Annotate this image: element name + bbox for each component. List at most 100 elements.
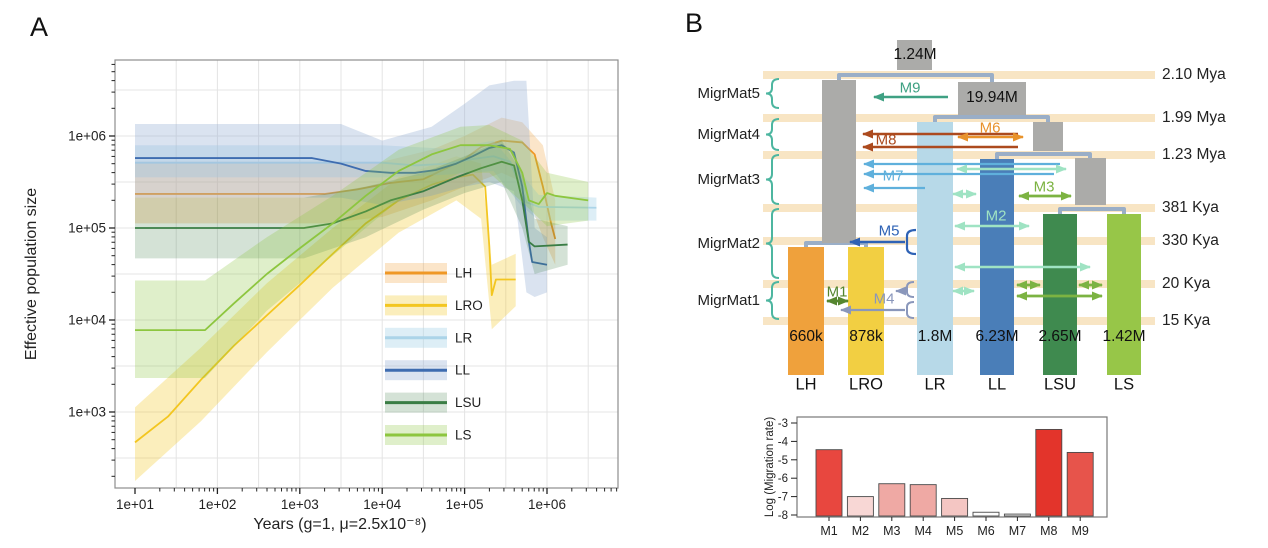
pop-name-LRO: LRO (849, 375, 883, 394)
svg-text:1e+06: 1e+06 (528, 497, 566, 512)
svg-text:-8: -8 (778, 510, 788, 522)
svg-text:M9: M9 (1072, 524, 1089, 538)
series-LS (135, 124, 589, 378)
panel-a-legend: LH LRO LR LL LSU LS (385, 263, 483, 445)
M8-label: M8 (875, 131, 897, 149)
time-20-kya: 20 Kya (1162, 275, 1211, 292)
ancestor-bar-lh-lro (822, 80, 856, 243)
migrmat1-label: MigrMat1 (697, 292, 760, 309)
rate-bar-M8 (1035, 428, 1063, 517)
panel-b-label: B (685, 8, 704, 38)
size-LRO: 878k (849, 328, 883, 345)
rate-bar-M4 (909, 484, 937, 517)
M5-label: M5 (878, 222, 900, 240)
brace-migrmat1 (765, 281, 780, 320)
svg-text:1e+04: 1e+04 (68, 313, 106, 328)
panel-a-grid (115, 60, 618, 488)
size-LR: 1.8M (917, 328, 953, 345)
pop-name-LR: LR (924, 375, 946, 394)
pop-name-LH: LH (795, 375, 817, 394)
svg-text:-7: -7 (778, 492, 788, 504)
svg-text:LS: LS (455, 428, 472, 443)
M1-label: M1 (826, 283, 848, 301)
rate-bar-M5 (941, 497, 969, 517)
panel-a-x-axis-label: Years (g=1, μ=2.5x10⁻⁸) (253, 516, 427, 533)
ancestor-size-label: 19.94M (966, 89, 1018, 106)
svg-text:-5: -5 (778, 455, 788, 467)
svg-text:M2: M2 (852, 524, 869, 538)
svg-text:LR: LR (455, 330, 473, 345)
panel-a-axes: 1e+01 1e+02 1e+03 1e+04 1e+05 1e+06 1e+03 1e+04… (68, 63, 618, 512)
svg-text:1e+06: 1e+06 (68, 129, 106, 144)
root-node-box (897, 40, 932, 70)
svg-text:LRO: LRO (455, 298, 483, 313)
ancestor-box-19-94m (958, 82, 1026, 115)
pop-name-LL: LL (987, 375, 1007, 394)
svg-text:LL: LL (455, 363, 471, 378)
svg-text:M5: M5 (946, 524, 963, 538)
M3-label: M3 (1033, 178, 1055, 196)
ancestor-bar-lsu-ls (1075, 158, 1106, 205)
brace-migrmat3 (765, 154, 780, 205)
tree-connectors (804, 73, 1126, 251)
M4-label: M4 (873, 290, 895, 308)
size-LS: 1.42M (1102, 328, 1146, 345)
size-LL: 6.23M (975, 328, 1019, 345)
svg-text:-3: -3 (778, 418, 788, 430)
migration-rate-chart: -3 -4 -5 -6 -7 -8 M1 M2 M3 M4 M5 M6 M7 M8 M9 (778, 416, 1108, 538)
series-LL (135, 80, 548, 297)
svg-text:LSU: LSU (455, 395, 481, 410)
size-LH: 660k (789, 328, 823, 345)
population-bar-LS (1107, 214, 1141, 375)
M6-label: M6 (979, 119, 1001, 137)
M4-bracket-1 (906, 281, 915, 298)
migrmat-braces (765, 78, 780, 320)
panel-a-series (134, 80, 597, 482)
svg-text:M6: M6 (977, 524, 994, 538)
migrmat2-label: MigrMat2 (697, 235, 760, 252)
rate-bar-M9 (1066, 451, 1094, 517)
migrmat5-label: MigrMat5 (697, 85, 760, 102)
size-LSU: 2.65M (1038, 328, 1082, 345)
time-1-23-mya: 1.23 Mya (1162, 146, 1226, 163)
series-LH (135, 117, 557, 265)
svg-text:M4: M4 (915, 524, 932, 538)
series-LR (135, 140, 597, 221)
brace-migrmat2 (765, 208, 780, 279)
rate-bar-M2 (846, 496, 874, 517)
pop-name-LSU: LSU (1043, 375, 1077, 394)
svg-text:-6: -6 (778, 473, 788, 485)
svg-text:1e+03: 1e+03 (281, 497, 319, 512)
series-LRO (134, 156, 516, 482)
M7-label: M7 (882, 167, 904, 185)
svg-text:1e+04: 1e+04 (363, 497, 401, 512)
svg-text:1e+02: 1e+02 (198, 497, 236, 512)
migration-chart-y-axis-label: Log (Migration rate) (764, 416, 776, 518)
migrmat3-label: MigrMat3 (697, 171, 760, 188)
migration-arrows (826, 92, 1103, 319)
ancestor-box-ll-group (1033, 122, 1063, 151)
M5-bracket (905, 228, 917, 256)
panel-a-chart: 1e+01 1e+02 1e+03 1e+04 1e+05 1e+06 1e+03 1e+04… (68, 59, 619, 512)
time-15-kya: 15 Kya (1162, 312, 1211, 329)
brace-migrmat4 (765, 118, 780, 151)
rate-bar-M7 (1003, 513, 1031, 517)
M2-label: M2 (985, 207, 1007, 225)
svg-text:M7: M7 (1009, 524, 1026, 538)
svg-text:M8: M8 (1040, 524, 1057, 538)
rate-bar-M3 (878, 483, 906, 517)
M4-bracket-2 (906, 301, 915, 319)
time-1-99-mya: 1.99 Mya (1162, 109, 1226, 126)
population-bar-LSU (1043, 214, 1077, 375)
svg-text:1e+03: 1e+03 (68, 405, 106, 420)
migrmat4-label: MigrMat4 (697, 126, 760, 143)
panel-a-label: A (30, 12, 49, 42)
M9-label: M9 (899, 79, 921, 97)
rate-bar-M1 (815, 449, 843, 517)
root-size-label: 1.24M (893, 46, 937, 63)
svg-text:-4: -4 (778, 436, 789, 448)
pop-name-LS: LS (1113, 375, 1135, 394)
population-bar-LH (788, 247, 824, 375)
